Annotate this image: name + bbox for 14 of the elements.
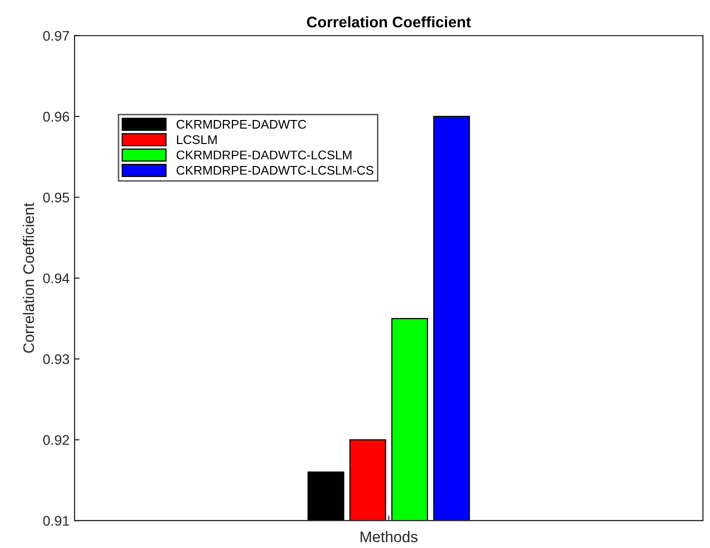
legend-label: CKRMDRPE-DADWTC-LCSLM	[176, 150, 352, 160]
legend-label: CKRMDRPE-DADWTC-LCSLM-CS	[176, 166, 374, 175]
chart-title: Correlation Coefficient	[307, 16, 471, 28]
y-tick-label: 0.93	[43, 354, 70, 364]
y-tick-label: 0.92	[43, 435, 69, 445]
y-tick-label: 0.97	[43, 30, 69, 41]
legend-label: CKRMDRPE-DADWTC	[176, 120, 306, 129]
y-tick-label: 0.94	[43, 273, 70, 284]
y-tick-label: 0.95	[43, 192, 70, 202]
y-axis-title: Correlation Coefficient	[22, 202, 34, 353]
y-tick-label: 0.91	[43, 516, 70, 526]
x-axis-title: Methods	[360, 531, 418, 542]
legend-label: LCSLM	[177, 135, 217, 144]
y-tick-label: 0.96	[43, 112, 70, 122]
